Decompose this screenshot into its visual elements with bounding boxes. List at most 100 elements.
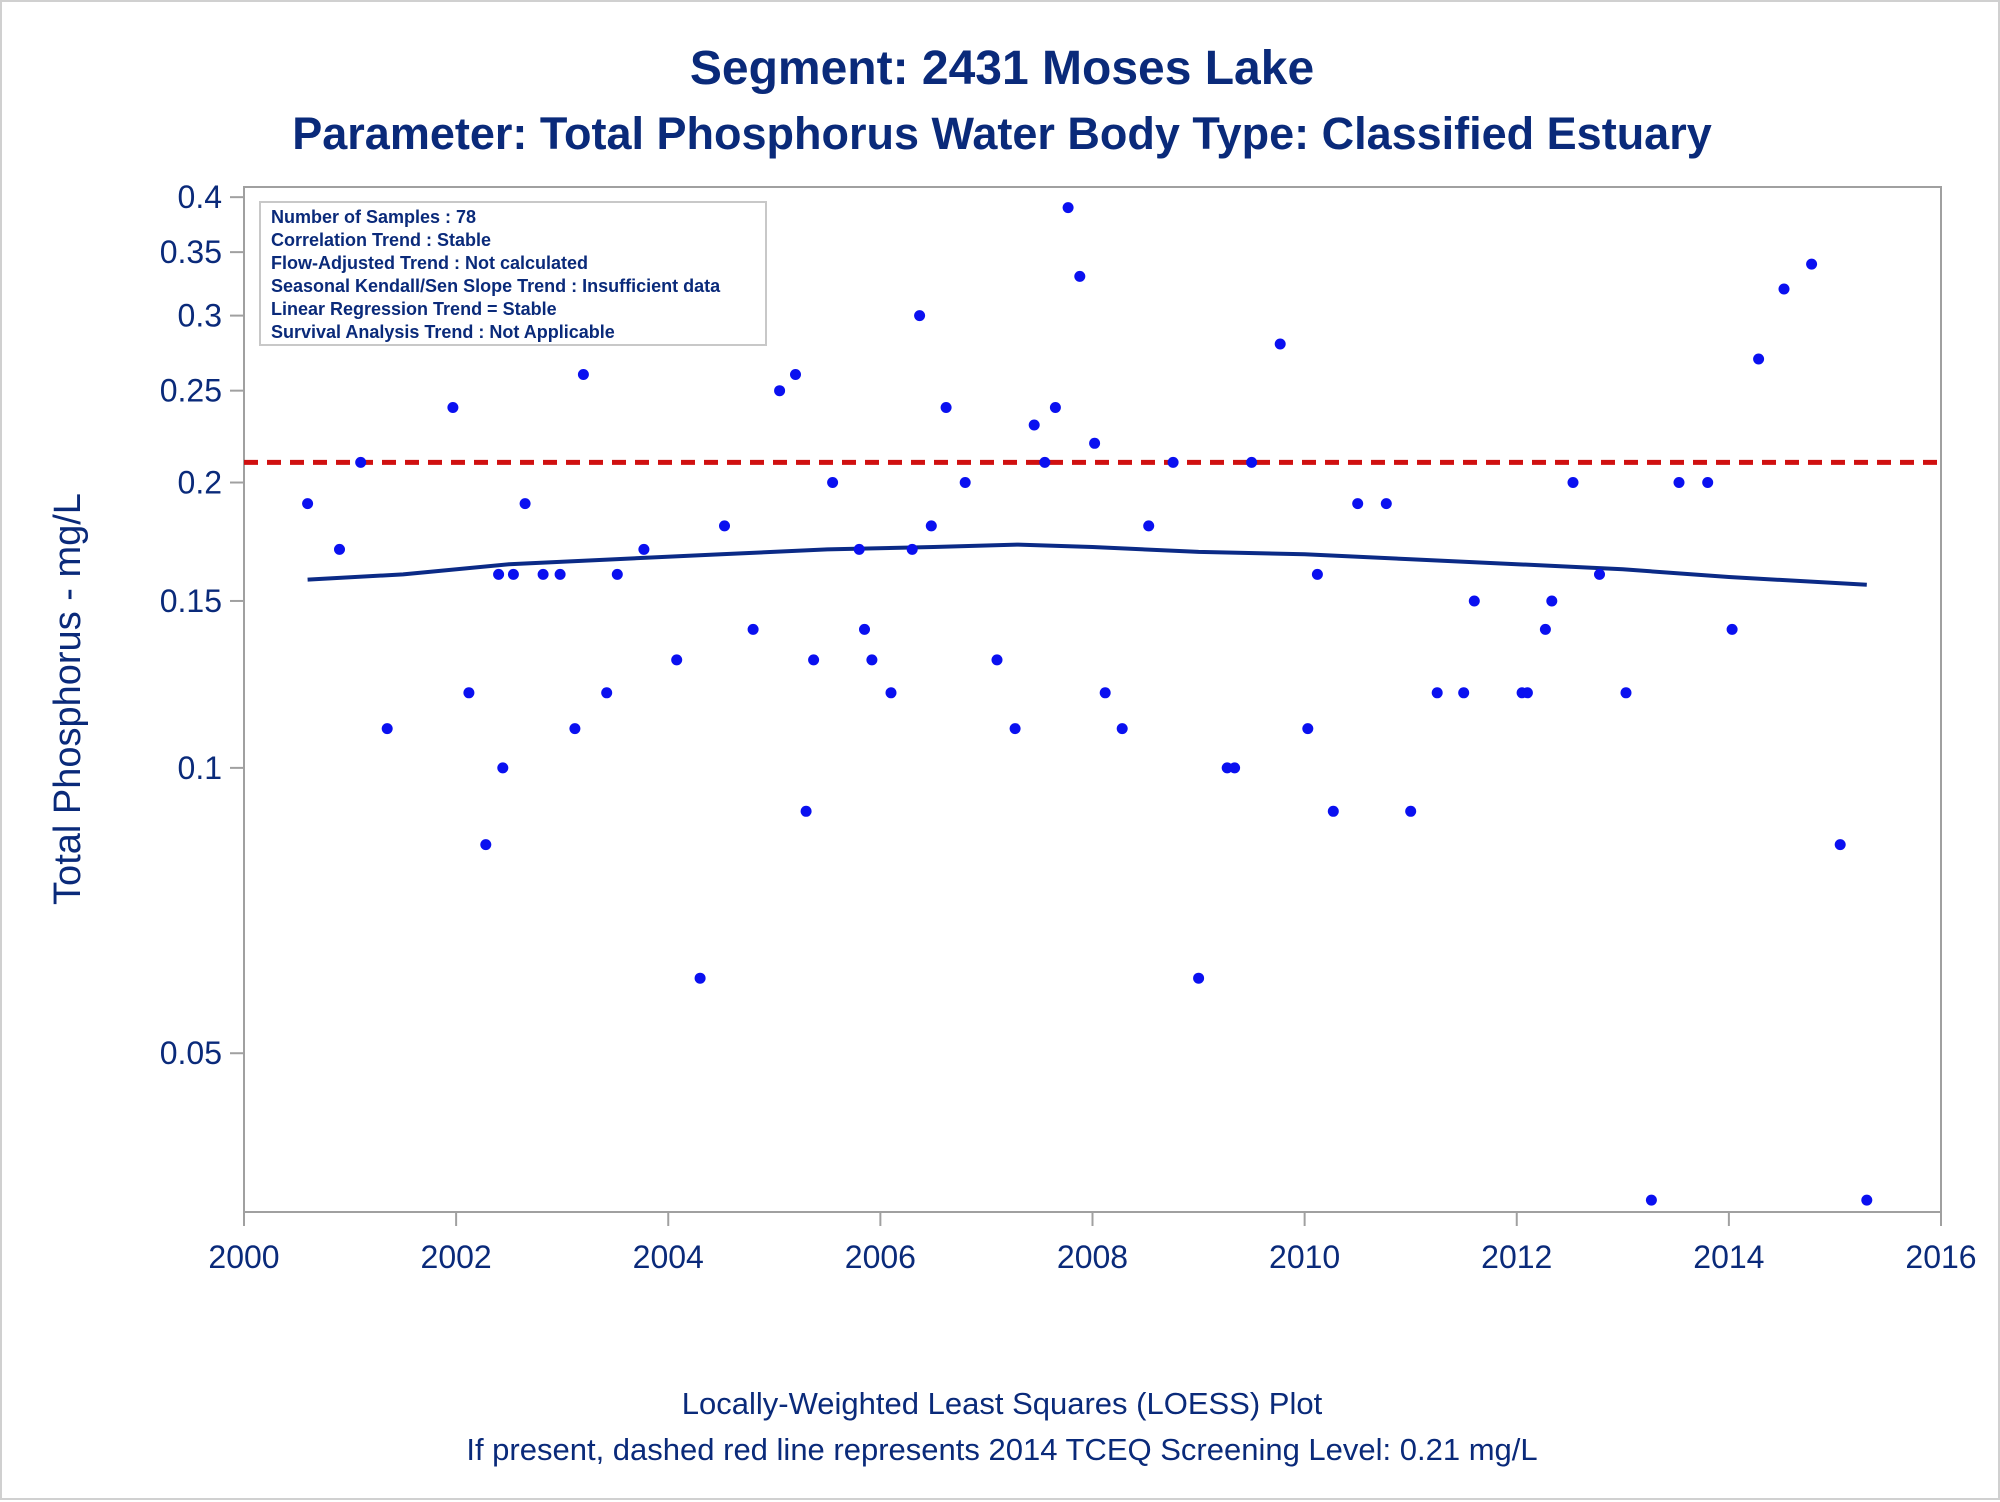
data-point-48	[1193, 972, 1205, 984]
data-point-7	[493, 568, 505, 580]
data-point-15	[601, 687, 613, 699]
data-point-41	[1062, 202, 1074, 214]
data-point-55	[1327, 805, 1339, 817]
footnote-screening: If present, dashed red line represents 2…	[466, 1432, 1537, 1467]
data-point-45	[1116, 723, 1128, 735]
info-line-seasonal-kendall: Seasonal Kendall/Sen Slope Trend : Insuf…	[271, 276, 721, 296]
data-point-34	[940, 402, 952, 413]
plot-area	[243, 186, 1942, 1213]
data-point-9	[507, 568, 519, 580]
data-point-58	[1405, 805, 1417, 817]
data-point-39	[1039, 456, 1051, 468]
data-point-72	[1726, 623, 1738, 635]
data-point-35	[959, 477, 971, 488]
data-point-50	[1229, 762, 1241, 774]
data-point-21	[747, 623, 759, 635]
data-point-14	[577, 369, 589, 380]
chart-title: Segment: 2431 Moses Lake	[690, 42, 1314, 95]
x-tick-label-2006: 2006	[845, 1239, 916, 1275]
data-point-23	[790, 369, 801, 380]
data-point-31	[906, 543, 918, 555]
data-point-69	[1645, 1194, 1657, 1206]
data-point-77	[1861, 1194, 1873, 1206]
info-line-linear-regression: Linear Regression Trend = Stable	[271, 299, 557, 319]
data-point-18	[671, 654, 683, 666]
info-box-border	[259, 201, 767, 346]
x-tick-label-2008: 2008	[1057, 1239, 1128, 1275]
info-line-flow-adjusted: Flow-Adjusted Trend : Not calculated	[271, 253, 588, 273]
data-point-3	[381, 723, 393, 735]
data-point-33	[925, 520, 937, 532]
data-point-8	[497, 762, 509, 774]
data-point-66	[1567, 477, 1579, 488]
data-point-20	[719, 520, 730, 532]
data-point-37	[1009, 723, 1021, 735]
y-axis-label: Total Phosphorus - mg/L	[47, 493, 89, 905]
loess-curve	[307, 542, 1867, 587]
x-tick-label-2012: 2012	[1481, 1239, 1552, 1275]
footnote-loess: Locally-Weighted Least Squares (LOESS) P…	[682, 1386, 1323, 1421]
y-tick-label-6: 0.35	[160, 234, 222, 270]
data-point-43	[1089, 437, 1101, 449]
data-point-60	[1458, 687, 1470, 699]
data-point-16	[611, 568, 623, 580]
data-point-68	[1620, 687, 1632, 699]
data-point-51	[1246, 456, 1258, 468]
data-point-12	[554, 568, 566, 580]
data-point-40	[1049, 402, 1061, 413]
data-point-71	[1702, 477, 1714, 488]
data-point-57	[1380, 498, 1392, 510]
data-point-19	[694, 972, 706, 984]
data-point-11	[537, 568, 549, 580]
y-tick-label-3: 0.2	[178, 465, 222, 501]
y-tick-label-4: 0.25	[160, 373, 222, 409]
data-point-74	[1778, 283, 1790, 295]
y-tick-label-5: 0.3	[178, 298, 222, 334]
data-points	[302, 202, 1873, 1206]
data-point-38	[1028, 419, 1040, 431]
data-point-56	[1352, 498, 1364, 510]
data-point-6	[480, 839, 492, 851]
y-axis: 0.05 0.1 0.15 0.2 0.25 0.3 0.35 0.4	[160, 179, 244, 1071]
data-point-75	[1806, 258, 1818, 270]
data-point-44	[1099, 687, 1111, 699]
y-tick-label-2: 0.15	[160, 583, 222, 619]
data-point-2	[355, 456, 367, 468]
y-tick-label-1: 0.1	[178, 750, 222, 786]
data-point-0	[302, 498, 314, 510]
data-point-26	[827, 477, 839, 488]
data-point-22	[774, 385, 786, 397]
data-point-42	[1074, 270, 1086, 282]
data-point-65	[1546, 595, 1558, 607]
y-tick-label-7: 0.4	[178, 179, 222, 215]
data-point-5	[463, 687, 475, 699]
data-point-63	[1521, 687, 1533, 699]
x-tick-label-2000: 2000	[208, 1239, 279, 1275]
x-tick-label-2004: 2004	[633, 1239, 704, 1275]
data-point-13	[569, 723, 581, 735]
data-point-36	[991, 654, 1003, 666]
data-point-24	[800, 805, 812, 817]
data-point-1	[334, 543, 345, 555]
chart-subtitle: Parameter: Total Phosphorus Water Body T…	[292, 108, 1712, 159]
info-line-samples: Number of Samples : 78	[271, 207, 476, 227]
data-point-32	[914, 310, 926, 322]
x-tick-label-2002: 2002	[421, 1239, 492, 1275]
data-point-29	[866, 654, 878, 666]
data-point-70	[1673, 477, 1685, 488]
data-point-59	[1431, 687, 1443, 699]
data-point-54	[1311, 568, 1323, 580]
x-tick-label-2016: 2016	[1905, 1239, 1976, 1275]
data-point-10	[519, 498, 531, 510]
data-point-25	[808, 654, 820, 666]
info-line-survival: Survival Analysis Trend : Not Applicable	[271, 322, 615, 342]
data-point-17	[638, 543, 650, 555]
info-line-correlation: Correlation Trend : Stable	[271, 230, 491, 250]
data-point-67	[1594, 568, 1605, 580]
y-tick-label-0: 0.05	[160, 1035, 222, 1071]
data-point-28	[859, 623, 870, 635]
x-tick-label-2010: 2010	[1269, 1239, 1340, 1275]
info-box: Number of Samples : 78 Correlation Trend…	[259, 201, 767, 346]
x-tick-label-2014: 2014	[1693, 1239, 1764, 1275]
